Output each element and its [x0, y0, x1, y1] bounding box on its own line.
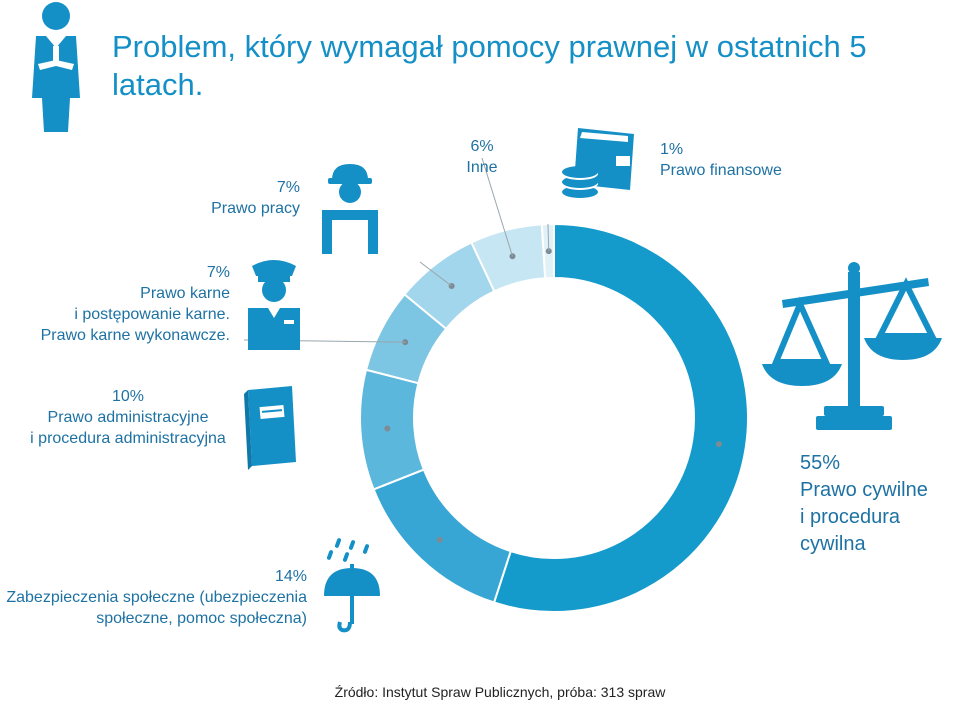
- slice-6-pct: 1%: [660, 141, 684, 158]
- label-slice-4: 7% Prawo pracy: [150, 177, 300, 219]
- donut-slice-0: [492, 222, 749, 613]
- wallet-icon: [562, 128, 634, 198]
- slice-4-line-1: Prawo pracy: [211, 200, 300, 217]
- slice-leader-4: [419, 261, 452, 287]
- umbrella-rain-icon: [324, 538, 380, 633]
- slice-3-line-1: Prawo karne: [140, 285, 230, 302]
- lawyer-icon: [32, 2, 80, 132]
- slice-3-line-3: Prawo karne wykonawcze.: [40, 327, 230, 344]
- slice-0-line-3: cywilna: [800, 533, 866, 555]
- worker-icon: [322, 164, 378, 254]
- slice-3-line-2: i postępowanie karne.: [74, 306, 230, 323]
- label-slice-0: 55% Prawo cywilne i procedura cywilna: [800, 450, 928, 558]
- slice-leader-6: [547, 223, 550, 252]
- document-book-icon: [244, 386, 296, 470]
- slice-marker-2: [384, 425, 391, 432]
- scales-icon: [762, 262, 942, 430]
- slice-0-pct: 55%: [800, 452, 841, 474]
- slice-2-line-2: i procedura administracyjna: [30, 430, 226, 447]
- slice-0-line-2: i procedura: [800, 506, 901, 528]
- police-officer-icon: [248, 260, 300, 350]
- slice-0-line-1: Prawo cywilne: [800, 479, 928, 501]
- slice-1-pct: 14%: [274, 568, 307, 585]
- source-note: Źródło: Instytut Spraw Publicznych, prób…: [334, 684, 666, 700]
- label-slice-5: 6% Inne: [440, 136, 524, 178]
- slice-2-pct: 10%: [111, 388, 145, 405]
- slice-5-pct: 6%: [470, 138, 494, 155]
- slice-1-line-1: Zabezpieczenia społeczne (ubezpieczenia: [6, 589, 307, 606]
- slice-marker-0: [715, 441, 722, 448]
- label-slice-6: 1% Prawo finansowe: [660, 139, 782, 181]
- page-title: Problem, który wymagał pomocy prawnej w …: [112, 29, 867, 102]
- slice-1-line-2: społeczne, pomoc społeczna): [96, 610, 307, 627]
- slice-marker-5: [509, 253, 516, 260]
- donut-slice-2: [359, 368, 426, 491]
- donut-slice-1: [372, 468, 512, 604]
- slice-2-line-1: Prawo administracyjne: [47, 409, 209, 426]
- slice-marker-1: [436, 536, 443, 543]
- slice-6-line-1: Prawo finansowe: [660, 162, 782, 179]
- slice-4-pct: 7%: [276, 179, 300, 196]
- label-slice-1: 14% Zabezpieczenia społeczne (ubezpiecze…: [0, 566, 307, 629]
- slice-5-line-1: Inne: [466, 159, 498, 176]
- label-slice-2: 10% Prawo administracyjne i procedura ad…: [0, 386, 256, 449]
- slice-3-pct: 7%: [206, 264, 230, 281]
- label-slice-3: 7% Prawo karne i postępowanie karne. Pra…: [0, 262, 230, 346]
- slice-leader-5: [481, 157, 513, 257]
